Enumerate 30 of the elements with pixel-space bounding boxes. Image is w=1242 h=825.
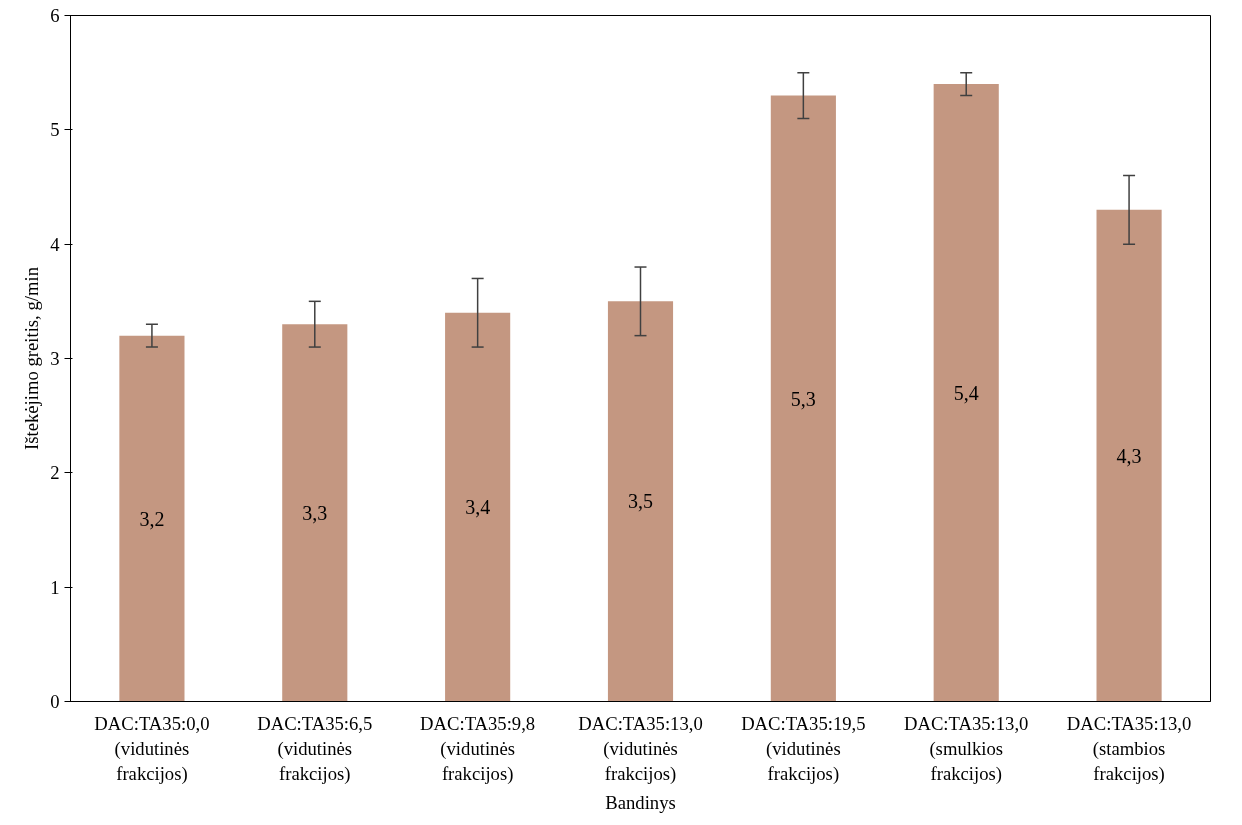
y-tick-label: 0 [50, 691, 60, 712]
x-tick-label: DAC:TA35:6,5 (vidutinės frakcijos) [257, 712, 373, 785]
bar [933, 84, 999, 702]
data-label: 3,3 [302, 501, 328, 524]
x-tick-label: DAC:TA35:13,0 (smulkios frakcijos) [904, 712, 1029, 785]
y-tick-label: 6 [50, 5, 60, 26]
y-tick-label: 2 [50, 462, 60, 484]
x-tick-label: DAC:TA35:13,0 (stambios frakcijos) [1066, 712, 1192, 785]
x-tick-label: DAC:TA35:19,5 (vidutinės frakcijos) [741, 712, 866, 785]
data-label: 4,3 [1116, 444, 1142, 467]
bar [1096, 209, 1162, 702]
bar [770, 95, 836, 702]
y-tick-label: 4 [50, 233, 61, 255]
data-label: 5,4 [953, 381, 979, 404]
bar [445, 312, 511, 702]
y-tick-label: 3 [50, 348, 60, 369]
y-tick-label: 5 [50, 119, 60, 141]
data-label: 3,5 [628, 490, 653, 513]
bar [282, 324, 348, 702]
data-label: 3,4 [465, 496, 491, 519]
data-label: 5,3 [790, 387, 816, 410]
bar [607, 301, 674, 702]
bar [119, 335, 185, 702]
x-tick-label: DAC:TA35:9,8 (vidutinės frakcijos) [420, 712, 536, 785]
x-tick-label: DAC:TA35:13,0 (vidutinės frakcijos) [578, 712, 703, 785]
data-label: 3,2 [139, 507, 165, 530]
x-axis-title: Bandinys [605, 791, 676, 813]
y-axis-title: Ištekėjimo greitis, g/min [21, 266, 43, 450]
y-tick-label: 1 [50, 576, 60, 598]
x-tick-label: DAC:TA35:0,0 (vidutinės frakcijos) [94, 712, 210, 785]
